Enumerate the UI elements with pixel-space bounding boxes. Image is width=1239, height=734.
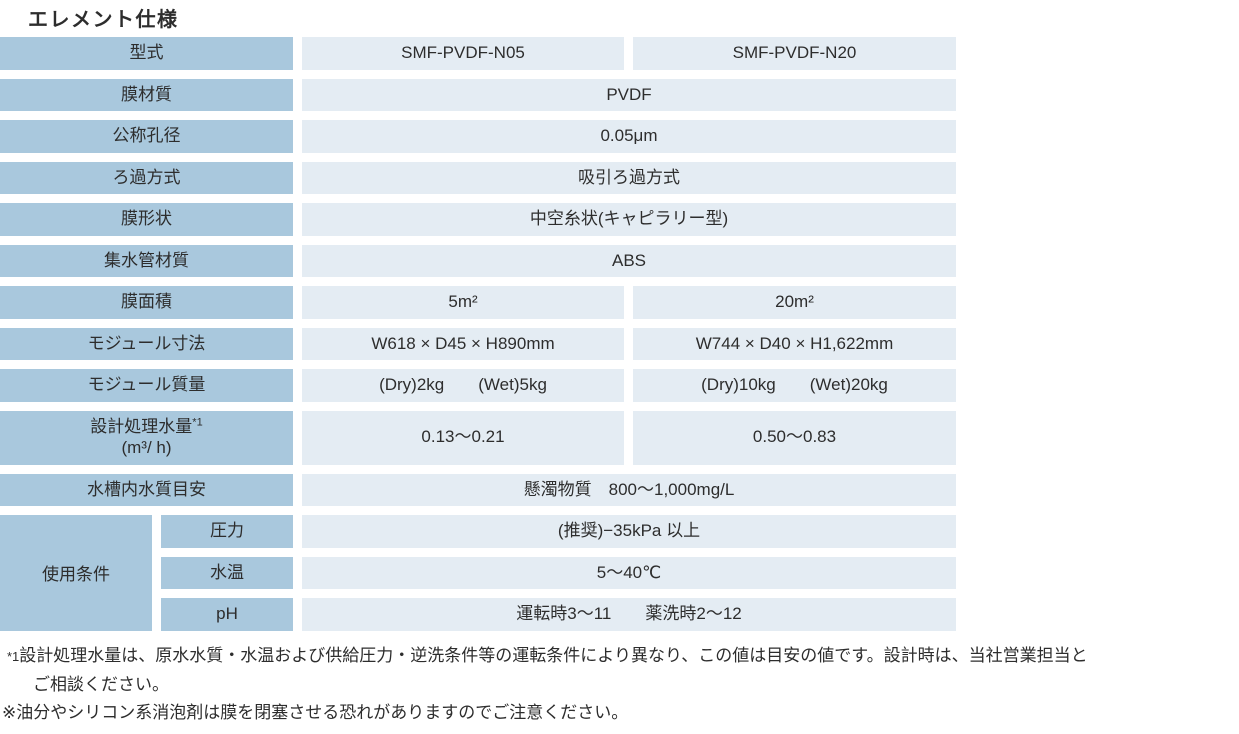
page-title: エレメント仕様 <box>28 9 179 31</box>
row-header-filtration-method: ろ過方式 <box>0 161 293 194</box>
cell-module-weight-n05: (Dry)2kg (Wet)5kg <box>302 369 624 402</box>
row-tank-water-quality: 水槽内水質目安 懸濁物質 800〜1,000mg/L <box>0 473 956 506</box>
cell-design-flow-rate-n20: 0.50〜0.83 <box>633 410 956 465</box>
footnote-design-flow-line2: ご相談ください。 <box>33 675 169 694</box>
row-module-dimensions: モジュール寸法 W618 × D45 × H890mm W744 × D40 ×… <box>0 327 956 360</box>
row-design-flow-rate: 設計処理水量*1 (m³/ h) 0.13〜0.21 0.50〜0.83 <box>0 410 956 465</box>
cell-membrane-area-n20: 20m² <box>633 286 956 319</box>
row-model: 型式 SMF-PVDF-N05 SMF-PVDF-N20 <box>0 37 956 70</box>
cell-module-weight-n20: (Dry)10kg (Wet)20kg <box>633 369 956 402</box>
row-header-tank-water-quality: 水槽内水質目安 <box>0 473 293 506</box>
operating-conditions-rows: 圧力 (推奨)−35kPa 以上 水温 5〜40℃ pH 運転時3〜11 薬洗時… <box>161 515 956 631</box>
cell-design-flow-rate-n05: 0.13〜0.21 <box>302 410 624 465</box>
cell-module-dimensions-n20: W744 × D40 × H1,622mm <box>633 327 956 360</box>
row-membrane-area: 膜面積 5m² 20m² <box>0 286 956 319</box>
row-header-model: 型式 <box>0 37 293 70</box>
cell-water-temperature: 5〜40℃ <box>302 556 956 589</box>
row-header-design-flow-rate: 設計処理水量*1 (m³/ h) <box>0 410 293 465</box>
footnote-design-flow-text: 設計処理水量は、原水水質・水温および供給圧力・逆洗条件等の運転条件により異なり、… <box>19 646 1088 665</box>
cell-manifold-material: ABS <box>302 244 956 277</box>
row-ph: pH 運転時3〜11 薬洗時2〜12 <box>161 598 956 631</box>
cell-tank-water-quality: 懸濁物質 800〜1,000mg/L <box>302 473 956 506</box>
cell-membrane-shape: 中空糸状(キャピラリー型) <box>302 203 956 236</box>
row-header-manifold-material: 集水管材質 <box>0 244 293 277</box>
row-header-nominal-pore-size: 公称孔径 <box>0 120 293 153</box>
row-water-temperature: 水温 5〜40℃ <box>161 556 956 589</box>
cell-filtration-method: 吸引ろ過方式 <box>302 161 956 194</box>
row-header-membrane-material: 膜材質 <box>0 78 293 111</box>
footnote-ref-1: *1 <box>192 416 203 429</box>
row-nominal-pore-size: 公称孔径 0.05μm <box>0 120 956 153</box>
cell-model-n05: SMF-PVDF-N05 <box>302 37 624 70</box>
cell-module-dimensions-n05: W618 × D45 × H890mm <box>302 327 624 360</box>
row-header-pressure: 圧力 <box>161 515 293 548</box>
cell-membrane-area-n05: 5m² <box>302 286 624 319</box>
row-header-membrane-area: 膜面積 <box>0 286 293 319</box>
operating-conditions-block: 使用条件 圧力 (推奨)−35kPa 以上 水温 5〜40℃ pH 運転時3〜1… <box>0 515 956 631</box>
cell-ph: 運転時3〜11 薬洗時2〜12 <box>302 598 956 631</box>
spec-table: 型式 SMF-PVDF-N05 SMF-PVDF-N20 膜材質 PVDF 公称… <box>0 37 956 631</box>
footnotes: *1設計処理水量は、原水水質・水温および供給圧力・逆洗条件等の運転条件により異な… <box>0 642 1235 727</box>
footnote-design-flow-line1: *1設計処理水量は、原水水質・水温および供給圧力・逆洗条件等の運転条件により異な… <box>0 642 1235 671</box>
row-membrane-shape: 膜形状 中空糸状(キャピラリー型) <box>0 203 956 236</box>
row-membrane-material: 膜材質 PVDF <box>0 78 956 111</box>
cell-model-n20: SMF-PVDF-N20 <box>633 37 956 70</box>
row-header-operating-conditions: 使用条件 <box>0 515 152 631</box>
row-manifold-material: 集水管材質 ABS <box>0 244 956 277</box>
cell-membrane-material: PVDF <box>302 78 956 111</box>
design-flow-rate-label-line2: (m³/ h) <box>121 437 172 457</box>
design-flow-rate-label-line1: 設計処理水量*1 <box>90 416 203 437</box>
row-filtration-method: ろ過方式 吸引ろ過方式 <box>0 161 956 194</box>
cell-pressure: (推奨)−35kPa 以上 <box>302 515 956 548</box>
row-header-ph: pH <box>161 598 293 631</box>
footnote-oil-warning: ※油分やシリコン系消泡剤は膜を閉塞させる恐れがありますのでご注意ください。 <box>2 703 629 722</box>
cell-nominal-pore-size: 0.05μm <box>302 120 956 153</box>
footnote-marker: *1 <box>7 649 20 664</box>
row-header-membrane-shape: 膜形状 <box>0 203 293 236</box>
row-header-module-dimensions: モジュール寸法 <box>0 327 293 360</box>
row-pressure: 圧力 (推奨)−35kPa 以上 <box>161 515 956 548</box>
row-header-module-weight: モジュール質量 <box>0 369 293 402</box>
row-module-weight: モジュール質量 (Dry)2kg (Wet)5kg (Dry)10kg (Wet… <box>0 369 956 402</box>
row-header-water-temperature: 水温 <box>161 556 293 589</box>
